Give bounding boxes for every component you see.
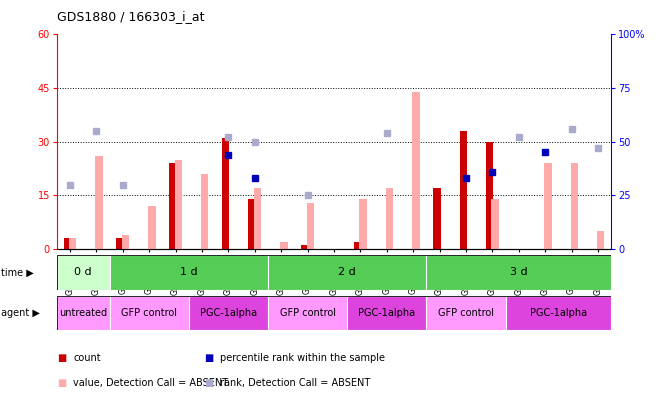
Text: value, Detection Call = ABSENT: value, Detection Call = ABSENT bbox=[73, 378, 228, 388]
Bar bbox=[189, 296, 268, 330]
Bar bbox=[597, 231, 605, 249]
Text: time ▶: time ▶ bbox=[1, 267, 34, 277]
Text: count: count bbox=[73, 354, 101, 363]
Bar bbox=[301, 245, 309, 249]
Text: GFP control: GFP control bbox=[438, 308, 494, 318]
Bar bbox=[57, 255, 110, 290]
Bar bbox=[69, 238, 76, 249]
Bar bbox=[222, 138, 229, 249]
Bar bbox=[268, 296, 347, 330]
Bar bbox=[544, 163, 552, 249]
Bar bbox=[57, 296, 110, 330]
Text: PGC-1alpha: PGC-1alpha bbox=[200, 308, 257, 318]
Text: untreated: untreated bbox=[59, 308, 108, 318]
Text: ■: ■ bbox=[57, 378, 66, 388]
Bar bbox=[174, 160, 182, 249]
Bar bbox=[434, 188, 441, 249]
Bar bbox=[96, 156, 103, 249]
Text: 2 d: 2 d bbox=[338, 267, 356, 277]
Text: 3 d: 3 d bbox=[510, 267, 528, 277]
Bar bbox=[280, 242, 287, 249]
Text: percentile rank within the sample: percentile rank within the sample bbox=[220, 354, 385, 363]
Bar bbox=[254, 188, 261, 249]
Bar bbox=[307, 202, 314, 249]
Bar bbox=[506, 296, 611, 330]
Bar bbox=[412, 92, 420, 249]
Bar bbox=[248, 199, 256, 249]
Text: GFP control: GFP control bbox=[280, 308, 335, 318]
Text: PGC-1alpha: PGC-1alpha bbox=[530, 308, 587, 318]
Bar bbox=[148, 206, 156, 249]
Bar bbox=[110, 296, 189, 330]
Bar bbox=[486, 142, 494, 249]
Text: agent ▶: agent ▶ bbox=[1, 308, 40, 318]
Text: ■: ■ bbox=[204, 354, 213, 363]
Bar bbox=[460, 131, 467, 249]
Bar bbox=[347, 296, 426, 330]
Text: rank, Detection Call = ABSENT: rank, Detection Call = ABSENT bbox=[220, 378, 371, 388]
Bar bbox=[354, 242, 361, 249]
Bar bbox=[385, 188, 393, 249]
Text: ■: ■ bbox=[57, 354, 66, 363]
Bar bbox=[570, 163, 578, 249]
Bar bbox=[122, 235, 129, 249]
Bar bbox=[268, 255, 426, 290]
Bar bbox=[110, 255, 268, 290]
Text: ■: ■ bbox=[204, 378, 213, 388]
Bar bbox=[116, 238, 124, 249]
Bar bbox=[201, 174, 208, 249]
Bar bbox=[359, 199, 367, 249]
Text: 0 d: 0 d bbox=[74, 267, 92, 277]
Text: 1 d: 1 d bbox=[180, 267, 198, 277]
Text: GFP control: GFP control bbox=[121, 308, 177, 318]
Bar bbox=[492, 199, 499, 249]
Text: GDS1880 / 166303_i_at: GDS1880 / 166303_i_at bbox=[57, 10, 204, 23]
Bar bbox=[426, 255, 611, 290]
Bar bbox=[63, 238, 71, 249]
Bar bbox=[426, 296, 506, 330]
Text: PGC-1alpha: PGC-1alpha bbox=[358, 308, 415, 318]
Bar bbox=[169, 163, 176, 249]
